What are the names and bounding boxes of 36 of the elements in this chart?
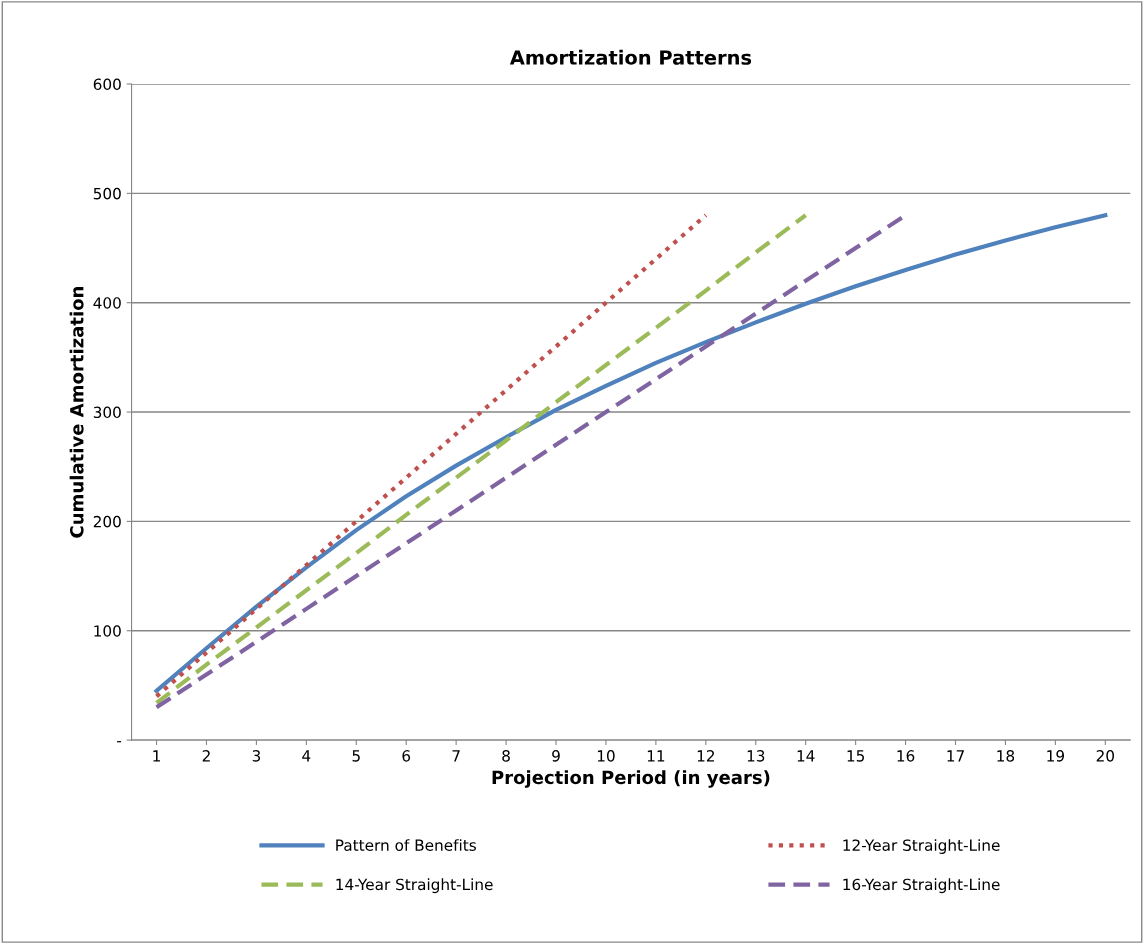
- x-tick-label: 17: [947, 750, 964, 762]
- y-tick-label: 300: [93, 406, 121, 419]
- x-tick-label: 10: [597, 750, 615, 762]
- y-tick-label: 500: [93, 187, 121, 200]
- x-axis-title: Projection Period (in years): [492, 770, 770, 788]
- line-series: [154, 213, 1108, 693]
- x-tick-label: 9: [552, 750, 560, 762]
- y-tick-label: 600: [93, 78, 121, 91]
- x-tick-label: 6: [402, 750, 411, 762]
- y-tick-label: -: [117, 741, 122, 743]
- x-tick-label: 13: [747, 750, 765, 762]
- legend-label: 14-Year Straight-Line: [336, 878, 493, 894]
- x-tick-label: 20: [1096, 750, 1115, 762]
- x-tick-label: 18: [997, 750, 1015, 762]
- x-tick-label: 4: [302, 750, 311, 762]
- legend-label: Pattern of Benefits: [336, 839, 476, 851]
- x-tick-label: 5: [352, 750, 360, 762]
- x-tick-label: 3: [252, 750, 261, 762]
- y-tick-label: 100: [94, 625, 121, 637]
- x-tick-label: 14: [797, 750, 815, 762]
- x-tick-label: 11: [647, 750, 665, 762]
- legend-label: 16-Year Straight-Line: [843, 878, 1000, 894]
- x-tick-label: 15: [847, 750, 865, 762]
- y-axis-title: Cumulative Amortization: [69, 286, 84, 538]
- line-series: [154, 213, 708, 699]
- x-tick-label: 2: [202, 750, 210, 762]
- x-tick-label: 16: [897, 750, 915, 762]
- chart-title: Amortization Patterns: [509, 49, 752, 65]
- y-tick-label: 200: [93, 515, 121, 528]
- x-tick-label: 12: [697, 750, 715, 762]
- x-tick-label: 1: [153, 750, 160, 762]
- legend-label: 12-Year Straight-Line: [843, 839, 1000, 854]
- x-tick-label: 8: [502, 750, 510, 762]
- x-tick-label: 7: [452, 750, 460, 762]
- y-tick-label: 400: [93, 297, 121, 309]
- x-tick-label: 19: [1047, 750, 1065, 762]
